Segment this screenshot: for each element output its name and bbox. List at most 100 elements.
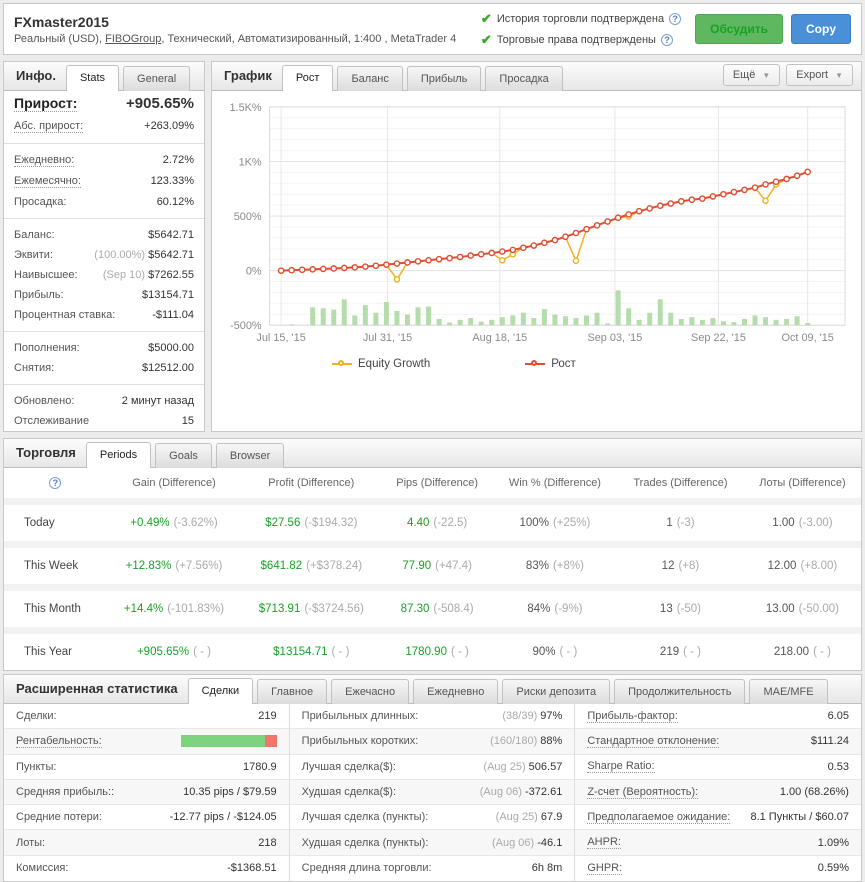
tab-periods[interactable]: Periods <box>85 442 152 468</box>
chart-panel: График Рост Баланс Прибыль Просадка Ещё ▼ E… <box>211 61 862 432</box>
tab-ежедневно[interactable]: Ежедневно <box>413 679 499 704</box>
help-icon[interactable]: ? <box>49 477 62 489</box>
cell-difference: (-$194.32) <box>304 517 358 529</box>
more-dropdown[interactable]: Ещё ▼ <box>722 64 781 86</box>
svg-text:1.5K%: 1.5K% <box>229 102 261 114</box>
cell-value: 4.40 <box>407 517 430 529</box>
broker-link[interactable]: FIBOGroup <box>105 32 162 45</box>
info-panel-header: Инфо. Stats General <box>4 62 204 91</box>
stat-row: Комиссия: -$1368.51 <box>4 855 289 882</box>
period-cell: $13154.71( - ) <box>241 630 382 670</box>
cell-difference: (-3.00) <box>798 517 833 529</box>
periods-header-help: ? <box>4 468 107 505</box>
stat-label: Комиссия: <box>16 862 69 875</box>
stat-value: 1.09% <box>817 836 849 849</box>
tab-goals[interactable]: Goals <box>155 443 212 468</box>
tab-general[interactable]: General <box>123 66 191 91</box>
stat-label: Прибыль: <box>14 289 64 301</box>
stat-row: Прибыльных длинных: (38/39) 97% <box>289 704 575 730</box>
stat-row: Средняя длина торговли: 6h 8m <box>289 855 575 882</box>
chart-tabs: Рост Баланс Прибыль Просадка <box>281 65 563 91</box>
period-cell: 13 (-50) <box>617 587 744 634</box>
stat-label: Ежедневно: <box>14 154 75 167</box>
tab-просадка[interactable]: Просадка <box>485 66 563 91</box>
stat-label: Пункты: <box>16 760 57 773</box>
tab-mae-mfe[interactable]: MAE/MFE <box>749 679 828 704</box>
tab-рост[interactable]: Рост <box>281 65 334 91</box>
discuss-button[interactable]: Обсудить <box>695 14 783 44</box>
stat-row: Лучшая сделка (пункты): (Aug 25) 67.9 <box>289 805 575 831</box>
chart-legend: Equity Growth Рост <box>212 352 861 384</box>
period-cell: 13.00 (-50.00) <box>743 587 861 634</box>
cell-difference: (-22.5) <box>433 517 468 529</box>
stat-value: $13154.71 <box>142 289 194 301</box>
stat-label: Худшая сделка (пункты): <box>301 836 429 849</box>
stat-row: Абс. прирост: +263.09% <box>4 116 204 137</box>
cell-value: 12 <box>661 560 675 572</box>
help-icon[interactable]: ? <box>669 12 682 25</box>
verification-block: ✔ История торговли подтверждена ? ✔ Торг… <box>481 11 682 48</box>
table-row: Today +0.49% (-3.62%) $27.56 (-$194.32) 4.40(… <box>4 501 861 548</box>
svg-text:0%: 0% <box>246 266 262 278</box>
stat-row: Sharpe Ratio: 0.53 <box>575 754 861 780</box>
tab-риски-депозита[interactable]: Риски депозита <box>502 679 611 704</box>
stat-row: Худшая сделка (пункты): (Aug 06) -46.1 <box>289 830 575 856</box>
stat-value: 8.1 Пункты / $60.07 <box>750 811 849 824</box>
cell-value: 90% <box>532 646 556 658</box>
stat-row: Ежемесячно: 123.33% <box>4 171 204 192</box>
tab-продолжительность[interactable]: Продолжительность <box>614 679 746 704</box>
stat-value: (100.00%) $5642.71 <box>94 249 194 261</box>
tab-stats[interactable]: Stats <box>65 65 120 91</box>
tab-browser[interactable]: Browser <box>215 443 285 468</box>
legend-label: Рост <box>551 358 576 371</box>
stat-label: Наивысшее: <box>14 269 78 281</box>
stat-value: 0.53 <box>827 760 849 773</box>
cell-difference: (+8.00) <box>800 560 838 572</box>
stat-value: (Aug 06) -372.61 <box>479 786 563 799</box>
info-panel-title: Инфо. <box>16 68 56 83</box>
stat-row: Пополнения: $5000.00 <box>4 338 204 358</box>
cell-difference: (+8%) <box>552 560 584 572</box>
stat-row: Отслеживание 15 <box>4 411 204 431</box>
account-identity: FXmaster2015 Реальный (USD), FIBOGroup, … <box>14 14 456 45</box>
tab-баланс[interactable]: Баланс <box>337 66 403 91</box>
divider <box>4 143 204 144</box>
cell-value: 13 <box>659 603 673 615</box>
more-dropdown-label: Ещё <box>732 69 756 81</box>
tab-прибыль[interactable]: Прибыль <box>406 66 482 91</box>
tab-главное[interactable]: Главное <box>257 679 328 704</box>
tab-ежечасно[interactable]: Ежечасно <box>331 679 410 704</box>
stat-label: Отслеживание <box>14 415 90 427</box>
stat-value: 0.59% <box>817 862 849 875</box>
stat-value: $12512.00 <box>142 362 194 374</box>
export-dropdown[interactable]: Export ▼ <box>786 64 853 86</box>
growth-chart[interactable]: 1.5K% 1K% 500% 0% -500% Jul 15, '15 Jul 31, '1… <box>212 91 861 352</box>
stat-label: Лоты: <box>16 836 46 849</box>
cell-value: 12.00 <box>767 560 797 572</box>
stat-label: Лучшая сделка($): <box>301 760 396 773</box>
advanced-stats-grid: Сделки: 219 Рентабельность: Пункты: 1780.9 Ср… <box>4 704 861 882</box>
stats-column: Сделки: 219 Рентабельность: Пункты: 1780.9 Ср… <box>4 704 290 882</box>
period-cell: +905.65%( - ) <box>106 630 242 670</box>
table-row: This Week +12.83% (+7.56%) $641.82 (+$378.24… <box>4 544 861 591</box>
cell-difference: ( - ) <box>813 646 831 658</box>
stat-label: Sharpe Ratio: <box>587 760 655 774</box>
help-icon[interactable]: ? <box>660 33 673 46</box>
stat-value: -$111.04 <box>152 309 194 321</box>
middle-row: Инфо. Stats General Прирост: +905.65% Абс. … <box>0 58 865 435</box>
svg-text:Sep 22, '15: Sep 22, '15 <box>691 332 746 344</box>
stat-row: Прибыль: $13154.71 <box>4 285 204 305</box>
profitability-bar <box>180 735 277 748</box>
stat-value: (160/180) 88% <box>490 735 563 748</box>
cell-difference: (+25%) <box>552 517 591 529</box>
copy-button[interactable]: Copy <box>791 14 851 44</box>
stat-row: Снятия: $12512.00 <box>4 358 204 378</box>
stat-row: Обновлено: 2 минут назад <box>4 391 204 411</box>
period-cell: 12 (+8) <box>617 544 744 591</box>
chart-panel-title: График <box>224 68 272 83</box>
tab-сделки[interactable]: Сделки <box>187 678 254 704</box>
stat-label: Средние потери: <box>16 811 102 824</box>
stat-label: Худшая сделка($): <box>301 786 397 799</box>
advanced-stats-header: Расширенная статистика Сделки Главное Ежеч… <box>4 675 861 704</box>
stat-row: Стандартное отклонение: $111.24 <box>575 729 861 755</box>
